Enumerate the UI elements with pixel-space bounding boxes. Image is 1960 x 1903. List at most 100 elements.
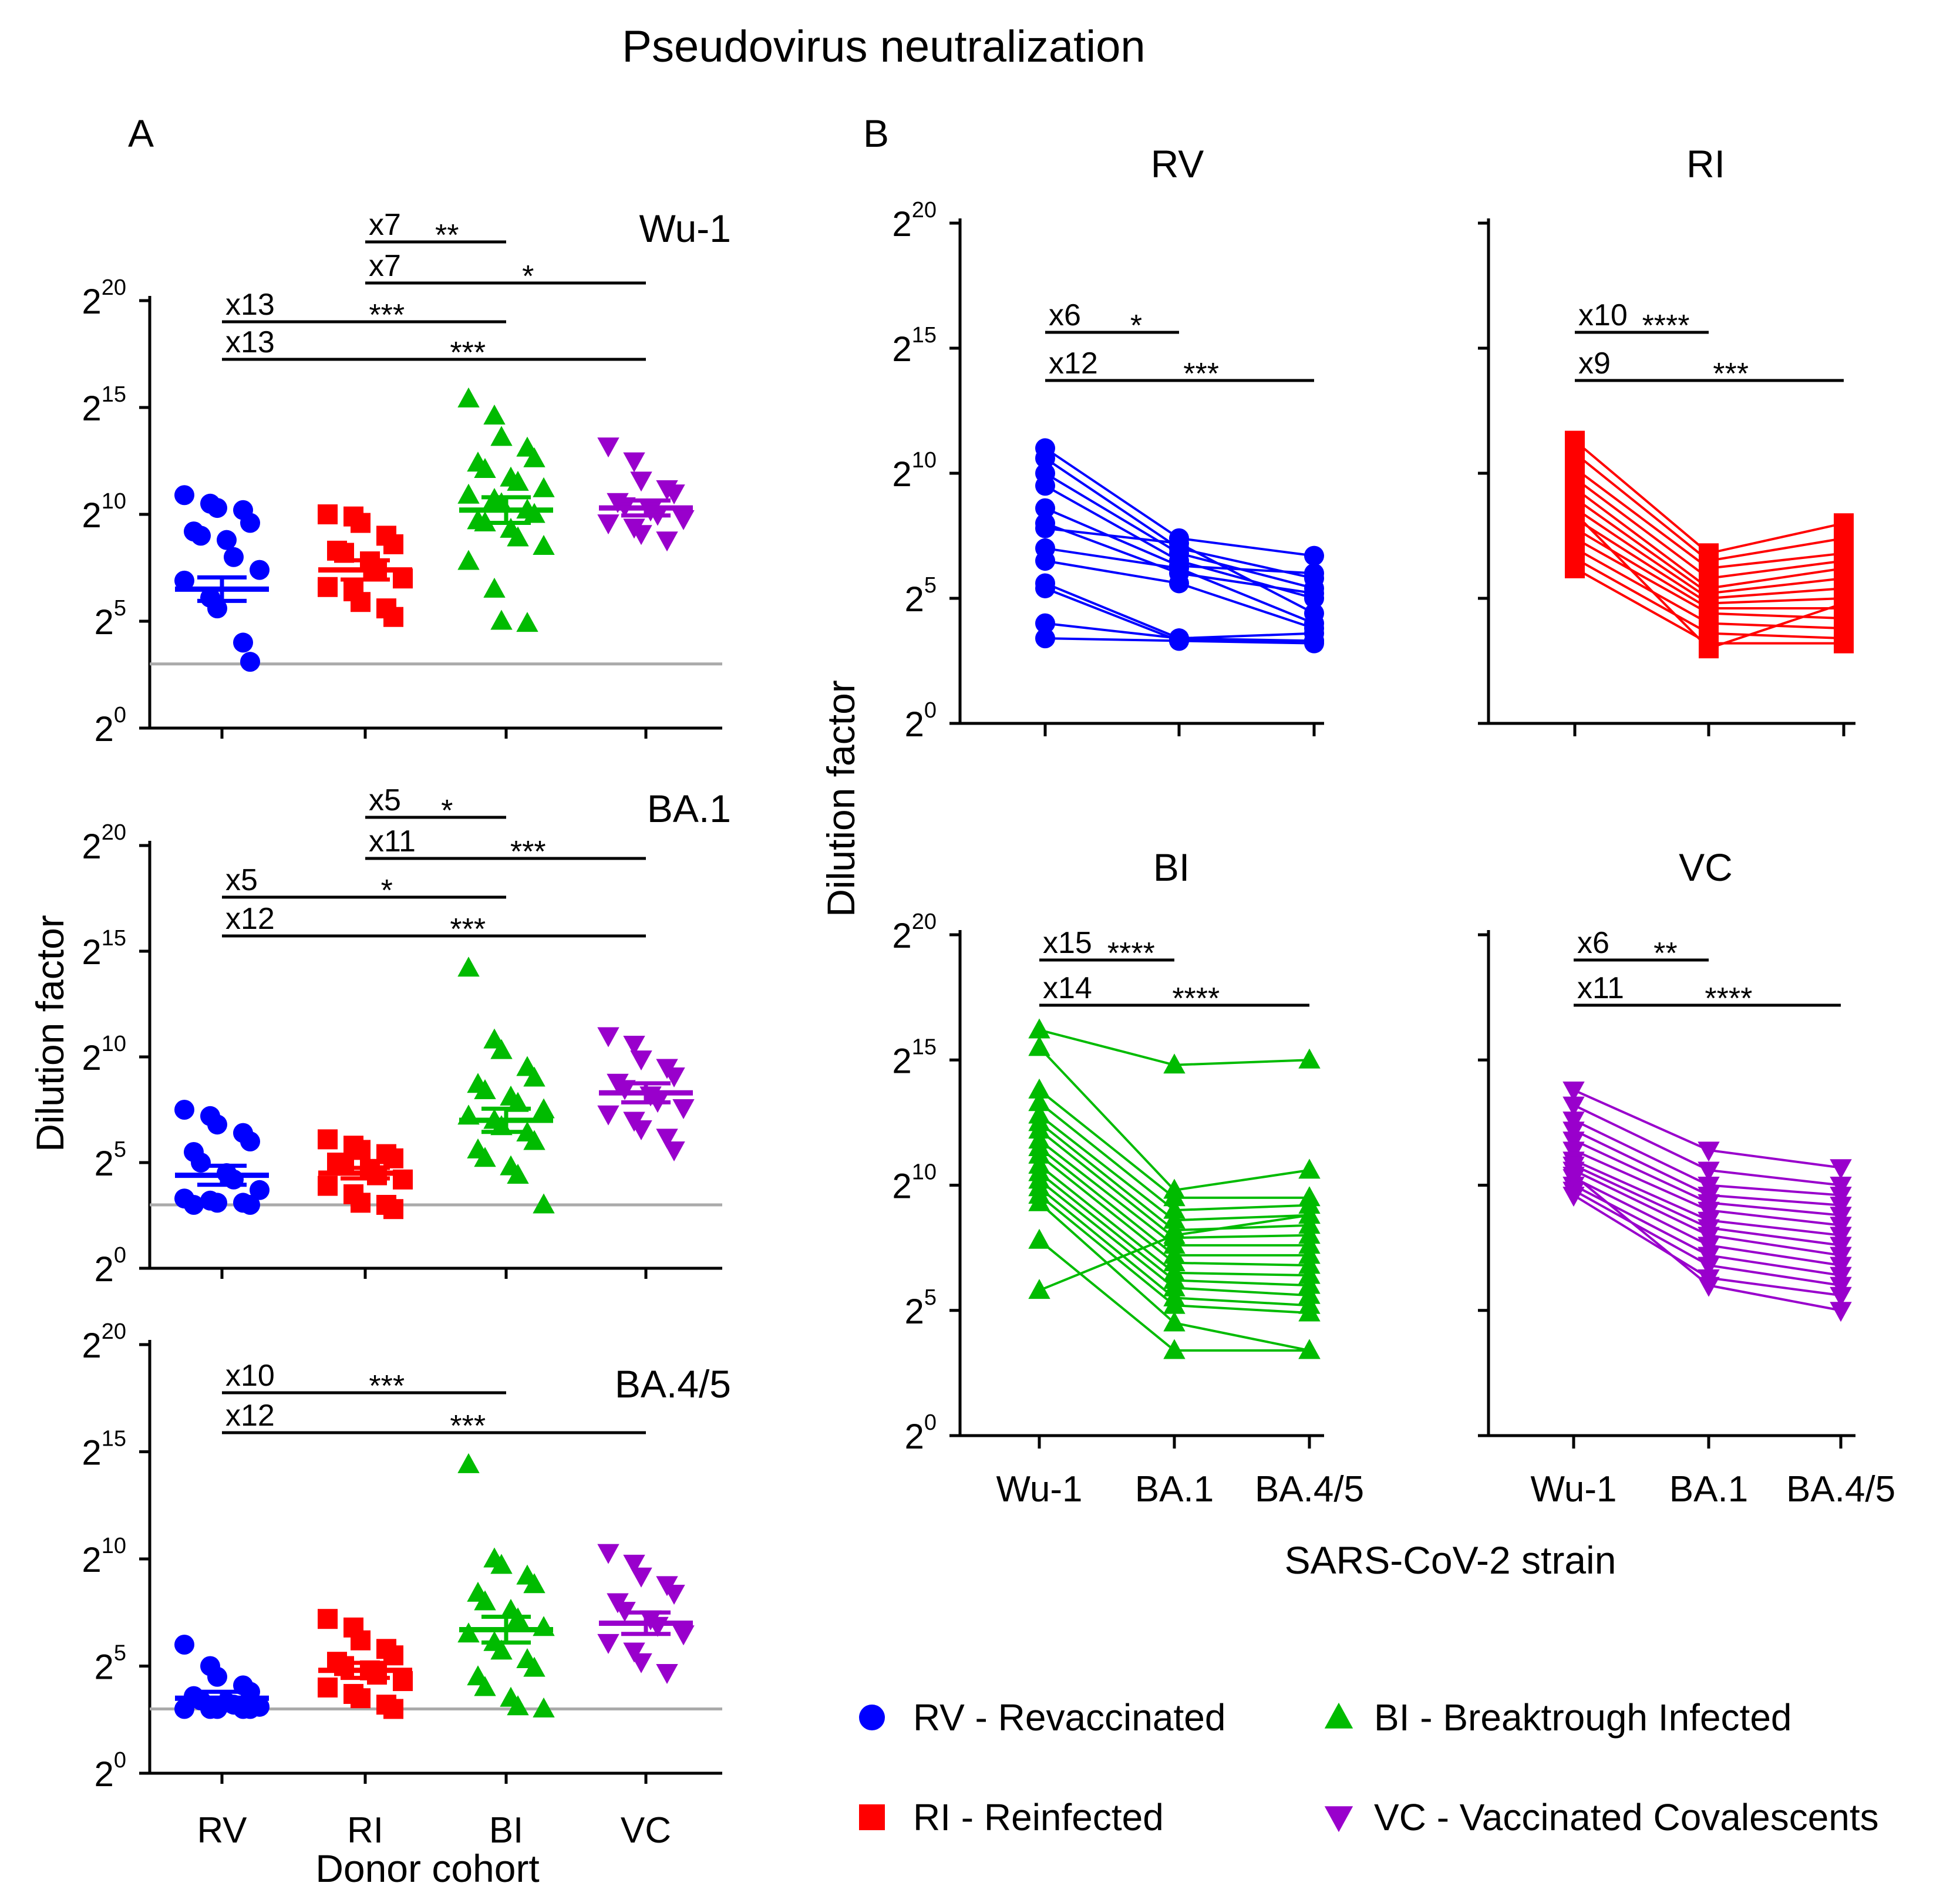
chart-B-BI-point [1163, 1234, 1186, 1254]
chart-A-Wu1-ytick-label: 25 [94, 596, 126, 642]
chart-B-VC-point [1562, 1166, 1585, 1187]
panel-label-b: B [863, 112, 889, 155]
chart-A-BA1-point-BI [533, 1193, 555, 1214]
chart-A-BA45-ytick-exponent: 20 [102, 1319, 126, 1344]
chart-A-Wu1-point-RV [207, 598, 227, 619]
chart-A-Wu1-point-RV [217, 530, 237, 550]
chart-A-Wu1-comparison-significance: *** [450, 336, 486, 370]
chart-A-BA1-point-VC [597, 1027, 619, 1048]
chart-A-Wu1-point-BI [523, 447, 545, 467]
chart-B-RV-point [1304, 563, 1324, 584]
chart-B-RV-ytick-exponent: 20 [912, 198, 937, 223]
chart-A-Wu1-point-BI [457, 550, 480, 570]
chart-B-BI-xtick-label: Wu-1 [996, 1469, 1082, 1510]
chart-B-VC-point [1830, 1286, 1852, 1307]
chart-B-BI-point [1298, 1264, 1321, 1284]
chart-A-BA45-point-BI [474, 1590, 496, 1611]
chart-A-BA45-point-RI [334, 1656, 354, 1676]
chart-A-Wu1-ytick-label: 20 [94, 703, 126, 749]
chart-A-BA45-point-RI [318, 1609, 338, 1629]
chart-A-BA45-point-VC [663, 1584, 685, 1605]
chart-A-BA45-xtick-label: RV [197, 1810, 247, 1851]
chart-A-BA1-comparison-significance: * [381, 874, 393, 908]
chart-A-BA1-comparison-significance: * [441, 794, 453, 828]
chart-A-BA1-comparison-significance: *** [510, 835, 546, 869]
chart-B-VC-point [1830, 1257, 1852, 1277]
chart-B-BI-point [1298, 1048, 1321, 1069]
chart-B-VC-point [1830, 1227, 1852, 1247]
chart-A-BA1-point-VC [630, 1050, 652, 1071]
chart-A-BA1-point-RV [207, 1193, 227, 1213]
chart-A-BA1-point-VC [663, 1141, 685, 1161]
chart-A-BA45-ytick-label: 215 [82, 1427, 126, 1473]
chart-A-Wu1-point-RV [174, 485, 194, 506]
chart-A-BA45-point-RI [367, 1665, 387, 1685]
chart-A-BA45-ytick-exponent: 0 [114, 1748, 126, 1773]
chart-A-BA1-point-BI [474, 1079, 496, 1100]
chart-A-BA45-comparison-fold: x10 [225, 1359, 275, 1393]
chart-B-BI-point [1298, 1194, 1321, 1214]
chart-B-VC-point [1830, 1159, 1852, 1180]
chart-A-BA45-title: BA.4/5 [615, 1362, 731, 1406]
chart-A-Wu1-point-BI [523, 503, 545, 523]
chart-A-BA1-point-BI [474, 1147, 496, 1167]
chart-B-BI-point [1298, 1254, 1321, 1274]
chart-A-BA1-point-BI [490, 1039, 513, 1059]
chart-A-Wu1-point-VC [597, 437, 619, 458]
chart-B-BI-title: BI [1153, 846, 1190, 889]
chart-B-BI-point [1028, 1279, 1050, 1299]
chart-A-BA1-ytick-exponent: 20 [102, 820, 126, 845]
chart-B-RI-point [1565, 558, 1585, 578]
chart-B-RV-point [1304, 583, 1324, 604]
chart-B-RI-point [1834, 633, 1854, 654]
chart-A-BA45-ytick-label: 25 [94, 1641, 126, 1687]
chart-B-BI-point [1163, 1053, 1186, 1074]
chart-B-VC-point [1830, 1217, 1852, 1237]
chart-A-BA45-point-RV [240, 1699, 260, 1719]
chart-B-VC-point [1830, 1187, 1852, 1207]
chart-A-Wu1-point-BI [457, 387, 480, 407]
chart-B-RI-comparison-significance: *** [1713, 357, 1749, 391]
chart-A-BA45-point-BI [457, 1453, 480, 1473]
chart-B-VC-point [1698, 1247, 1720, 1267]
chart-B-RV-point [1035, 518, 1055, 538]
chart-A-Wu1-point-VC [630, 471, 652, 492]
chart-B-BI-ytick-exponent: 10 [912, 1160, 937, 1185]
chart-A-BA1-point-BI [457, 956, 480, 977]
chart-A-BA1-point-VC [623, 1035, 645, 1056]
chart-B-BI-ytick-label: 25 [904, 1285, 937, 1331]
chart-A-BA1-point-RI [383, 1199, 403, 1220]
chart-A-BA45-point-RI [351, 1630, 371, 1651]
legend-label-RV: RV - Revaccinated [913, 1696, 1225, 1739]
chart-A-Wu1-point-BI [483, 405, 506, 425]
chart-A-BA45-point-RI [351, 1688, 371, 1709]
chart-B-RV-point [1035, 476, 1055, 496]
chart-B-BI-point [1163, 1198, 1186, 1219]
chart-A-BA45-comparison-fold: x12 [225, 1399, 275, 1433]
chart-A-Wu1-point-RV [174, 570, 194, 591]
chart-A-Wu1-point-BI [533, 535, 555, 555]
chart-B-BI-xtick-label: BA.1 [1135, 1469, 1214, 1510]
chart-B-VC-point [1830, 1207, 1852, 1227]
chart-B-RV: 20 25 210 215 220 RV x6 * x12 *** [892, 142, 1324, 744]
chart-A-Wu1-point-RI [351, 592, 371, 612]
chart-A-BA1-comparison-significance: *** [450, 912, 486, 947]
chart-A-Wu1-ytick-label: 210 [82, 489, 126, 535]
chart-A-BA1-ytick-exponent: 15 [102, 926, 126, 951]
chart-A-BA45-point-BI [523, 1656, 545, 1677]
chart-B-RV-ytick-label: 20 [904, 698, 937, 744]
chart-A-BA1-point-VC [663, 1067, 685, 1087]
chart-B-RV-ytick-label: 25 [904, 573, 937, 619]
chart-B-VC-title: VC [1679, 846, 1733, 889]
chart-B-BI-point [1028, 1018, 1050, 1039]
chart-B-RI-comparison-significance: **** [1642, 309, 1690, 343]
chart-B-VC-point [1698, 1141, 1720, 1162]
chart-A-BA1-point-RV [240, 1195, 260, 1215]
chart-B-VC-comparison-significance: **** [1705, 982, 1752, 1016]
chart-B-BI-point [1298, 1339, 1321, 1359]
chart-A-BA1-title: BA.1 [647, 787, 731, 830]
chart-A-BA1-ytick-exponent: 0 [114, 1243, 126, 1268]
chart-A-BA45-point-RV [207, 1666, 227, 1687]
chart-A-BA1-comparison-fold: x11 [369, 824, 416, 858]
